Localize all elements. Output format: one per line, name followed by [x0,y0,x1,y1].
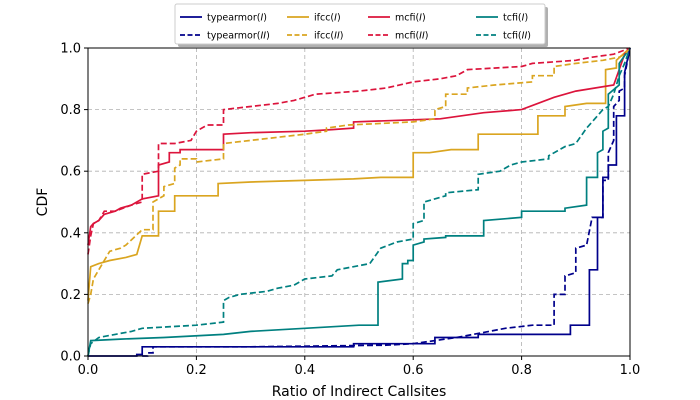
series-line-mcfi-i [87,47,631,246]
legend-label-base: mcfi( [395,31,419,42]
legend-label-italic: I [260,13,263,24]
plot-frame [87,47,631,357]
legend-label-italic: II [522,31,528,42]
legend-label-end: ) [524,13,528,24]
legend-label: typearmor(II) [207,31,270,42]
legend-label-base: tcfi( [503,13,522,24]
series-line-ifcc-i [87,47,631,301]
legend-label-italic: I [522,13,525,24]
y-tick-label: 1.0 [60,42,81,57]
legend-label-italic: II [419,31,425,42]
legend-label-end: ) [263,13,267,24]
x-axis-label: Ratio of Indirect Callsites [272,384,447,400]
legend-label-italic: II [260,31,266,42]
legend-box [174,3,546,45]
legend-label-end: ) [425,31,429,42]
legend-label-end: ) [340,31,344,42]
y-tick-label: 0.4 [60,226,81,241]
y-tick-label: 0.6 [60,165,81,180]
y-tick-label: 0.8 [60,103,81,118]
legend-label-base: mcfi( [395,13,419,24]
legend-label-base: typearmor( [207,13,260,24]
legend-label: ifcc(I) [314,13,341,24]
y-tick-label: 0.2 [60,288,81,303]
legend-label-end: ) [422,13,426,24]
legend-label-base: ifcc( [314,13,334,24]
x-tick-label: 0.4 [294,363,315,378]
series-line-tcfi-ii [87,47,631,357]
series-line-typearmor-i [88,47,631,357]
legend-label-end: ) [266,31,270,42]
legend-label-italic: II [334,31,340,42]
x-tick-label: 0.2 [186,363,207,378]
legend-label-base: tcfi( [503,31,522,42]
x-tick-label: 0.0 [78,363,99,378]
y-axis-ticks: 0.0 0.2 0.4 0.6 0.8 1.0 [60,42,88,365]
series-line-mcfi-ii [87,47,631,255]
legend-label-base: ifcc( [314,31,334,42]
legend: typearmor(I) ifcc(I) mcfi(I) tcfi(I)typearm… [174,3,548,47]
y-axis-label: CDF [35,188,51,217]
legend-label-base: typearmor( [207,31,260,42]
legend-label-end: ) [337,13,341,24]
legend-label: mcfi(II) [395,31,429,42]
x-tick-label: 0.8 [511,363,532,378]
legend-label: mcfi(I) [395,13,426,24]
legend-label: ifcc(II) [314,31,343,42]
series-line-typearmor-ii [142,47,631,357]
legend-label-end: ) [527,31,531,42]
legend-label: tcfi(II) [503,31,531,42]
series-line-ifcc-ii [87,47,631,304]
legend-label: typearmor(I) [207,13,267,24]
series-lines [87,47,631,357]
series-line-tcfi-i [87,47,631,357]
legend-label-italic: I [419,13,422,24]
legend-label-italic: I [334,13,337,24]
x-axis-ticks: 0.0 0.2 0.4 0.6 0.8 1.0 [78,356,641,378]
legend-label: tcfi(I) [503,13,528,24]
grid-lines [87,47,631,357]
y-tick-label: 0.0 [60,350,81,365]
x-tick-label: 1.0 [620,363,641,378]
x-tick-label: 0.6 [403,363,424,378]
